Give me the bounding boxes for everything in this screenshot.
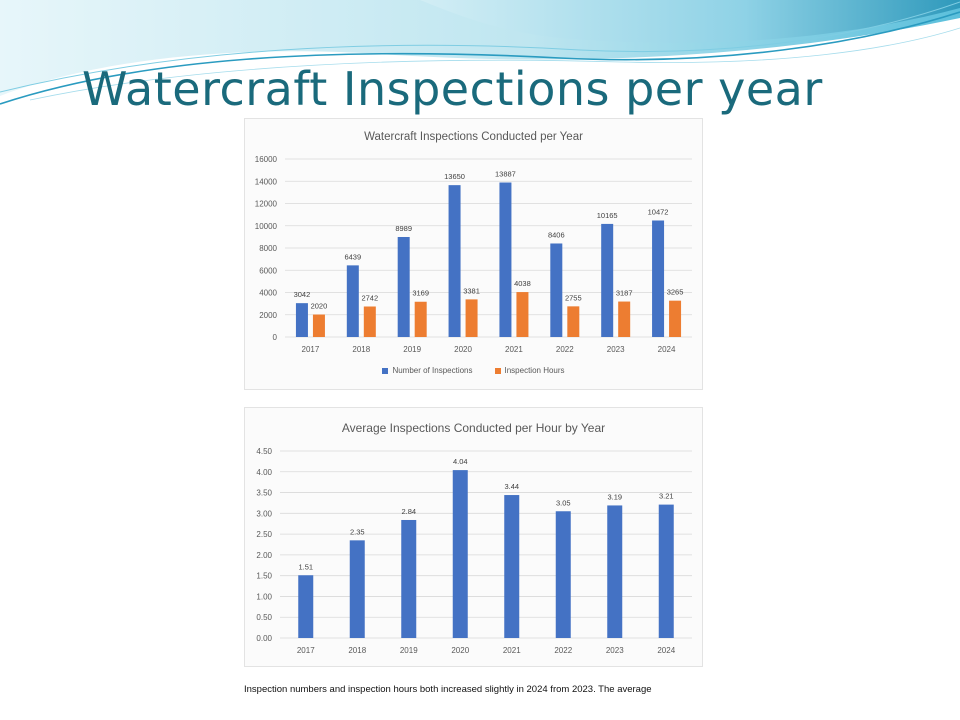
y-tick-label: 2000: [259, 311, 277, 320]
legend-swatch-blue: [382, 367, 389, 374]
data-label: 13887: [495, 170, 516, 179]
data-label: 2.35: [350, 527, 365, 536]
bar-primary: [499, 182, 512, 337]
bar-primary: [295, 303, 308, 337]
bar-primary: [401, 519, 417, 638]
x-tick-label: 2017: [302, 345, 320, 354]
bar-secondary: [363, 306, 376, 337]
chart-legend: Number of Inspections Inspection Hours: [245, 366, 702, 375]
data-label: 10165: [597, 211, 618, 220]
y-tick-label: 12000: [255, 200, 278, 209]
data-label: 4038: [514, 279, 531, 288]
y-tick-label: 3.50: [256, 489, 272, 498]
data-label: 8406: [548, 230, 565, 239]
data-label: 1.51: [298, 562, 313, 571]
x-tick-label: 2021: [503, 646, 521, 655]
bar-primary: [652, 220, 665, 337]
x-tick-label: 2019: [403, 345, 421, 354]
bar-primary: [452, 470, 468, 638]
bar-secondary: [312, 314, 325, 337]
y-tick-label: 10000: [255, 222, 278, 231]
y-tick-label: 2.50: [256, 530, 272, 539]
bar-primary: [550, 243, 563, 337]
x-tick-label: 2023: [606, 646, 624, 655]
decorative-wave-banner: [0, 0, 960, 105]
data-label: 3381: [463, 286, 480, 295]
data-label: 2.84: [401, 507, 416, 516]
data-label: 4.04: [453, 457, 468, 466]
bar-primary: [448, 185, 461, 337]
bar-primary: [346, 265, 359, 337]
legend-item-inspections: Number of Inspections: [382, 366, 473, 375]
data-label: 3.05: [556, 498, 571, 507]
x-tick-label: 2020: [451, 646, 469, 655]
data-label: 2020: [311, 302, 328, 311]
bar-primary: [555, 511, 571, 638]
y-tick-label: 2.00: [256, 551, 272, 560]
bar-primary: [298, 575, 314, 638]
data-label: 3.21: [659, 492, 674, 501]
bar-primary: [658, 504, 674, 638]
legend-label: Number of Inspections: [392, 366, 473, 375]
bar-secondary: [465, 299, 478, 337]
y-tick-label: 14000: [255, 177, 278, 186]
average-chart-plot: 0.00 0.50 1.00 1.50 2.00 2.50 3.00 3.50 4.00 4.50…: [256, 447, 692, 655]
data-label: 8989: [395, 224, 412, 233]
slide-caption: Inspection numbers and inspection hours …: [244, 684, 652, 695]
bar-primary: [397, 236, 410, 337]
data-label: 3169: [412, 289, 429, 298]
chart-title: Watercraft Inspections Conducted per Yea…: [364, 131, 583, 143]
x-tick-label: 2024: [658, 345, 676, 354]
x-tick-label: 2019: [400, 646, 418, 655]
inspections-chart-plot: 0 2000 4000 6000 8000 10000 12000 14000 16000 304…: [255, 155, 692, 354]
x-tick-label: 2023: [607, 345, 625, 354]
data-label: 3187: [616, 289, 633, 298]
slide-title: Watercraft Inspections per year: [82, 62, 823, 116]
data-label: 3.44: [504, 482, 519, 491]
y-tick-label: 0.50: [256, 613, 272, 622]
bar-primary: [504, 495, 520, 638]
legend-label: Inspection Hours: [504, 366, 565, 375]
x-tick-label: 2024: [657, 646, 675, 655]
legend-item-hours: Inspection Hours: [494, 366, 565, 375]
x-tick-label: 2018: [352, 345, 370, 354]
data-label: 3.19: [607, 492, 622, 501]
data-label: 2742: [361, 293, 378, 302]
x-tick-label: 2017: [297, 646, 315, 655]
y-tick-label: 4.00: [256, 468, 272, 477]
bar-primary: [607, 505, 623, 638]
bar-secondary: [516, 292, 529, 337]
y-tick-label: 1.50: [256, 572, 272, 581]
chart-title: Average Inspections Conducted per Hour b…: [341, 421, 606, 435]
data-label: 3042: [294, 290, 311, 299]
data-label: 6439: [344, 252, 361, 261]
bar-primary: [601, 223, 614, 337]
y-tick-label: 0.00: [256, 634, 272, 643]
y-tick-label: 3.00: [256, 509, 272, 518]
x-tick-label: 2020: [454, 345, 472, 354]
data-label: 13650: [444, 172, 465, 181]
bar-secondary: [618, 301, 631, 337]
y-tick-label: 4.50: [256, 447, 272, 456]
inspections-per-year-chart: Watercraft Inspections Conducted per Yea…: [244, 118, 703, 390]
y-tick-label: 0: [273, 333, 278, 342]
data-label: 3265: [667, 288, 684, 297]
y-tick-label: 8000: [259, 244, 277, 253]
average-inspections-per-hour-chart: Average Inspections Conducted per Hour b…: [244, 407, 703, 667]
bar-secondary: [567, 306, 580, 337]
bar-secondary: [669, 300, 682, 337]
y-tick-label: 16000: [255, 155, 278, 164]
x-tick-label: 2021: [505, 345, 523, 354]
x-tick-label: 2022: [556, 345, 574, 354]
x-tick-label: 2022: [554, 646, 572, 655]
data-label: 10472: [648, 207, 669, 216]
x-tick-label: 2018: [348, 646, 366, 655]
data-label: 2755: [565, 293, 582, 302]
bar-primary: [349, 540, 365, 638]
y-tick-label: 6000: [259, 266, 277, 275]
legend-swatch-orange: [494, 367, 501, 374]
y-tick-label: 1.00: [256, 592, 272, 601]
y-tick-label: 4000: [259, 289, 277, 298]
bar-secondary: [414, 301, 427, 337]
